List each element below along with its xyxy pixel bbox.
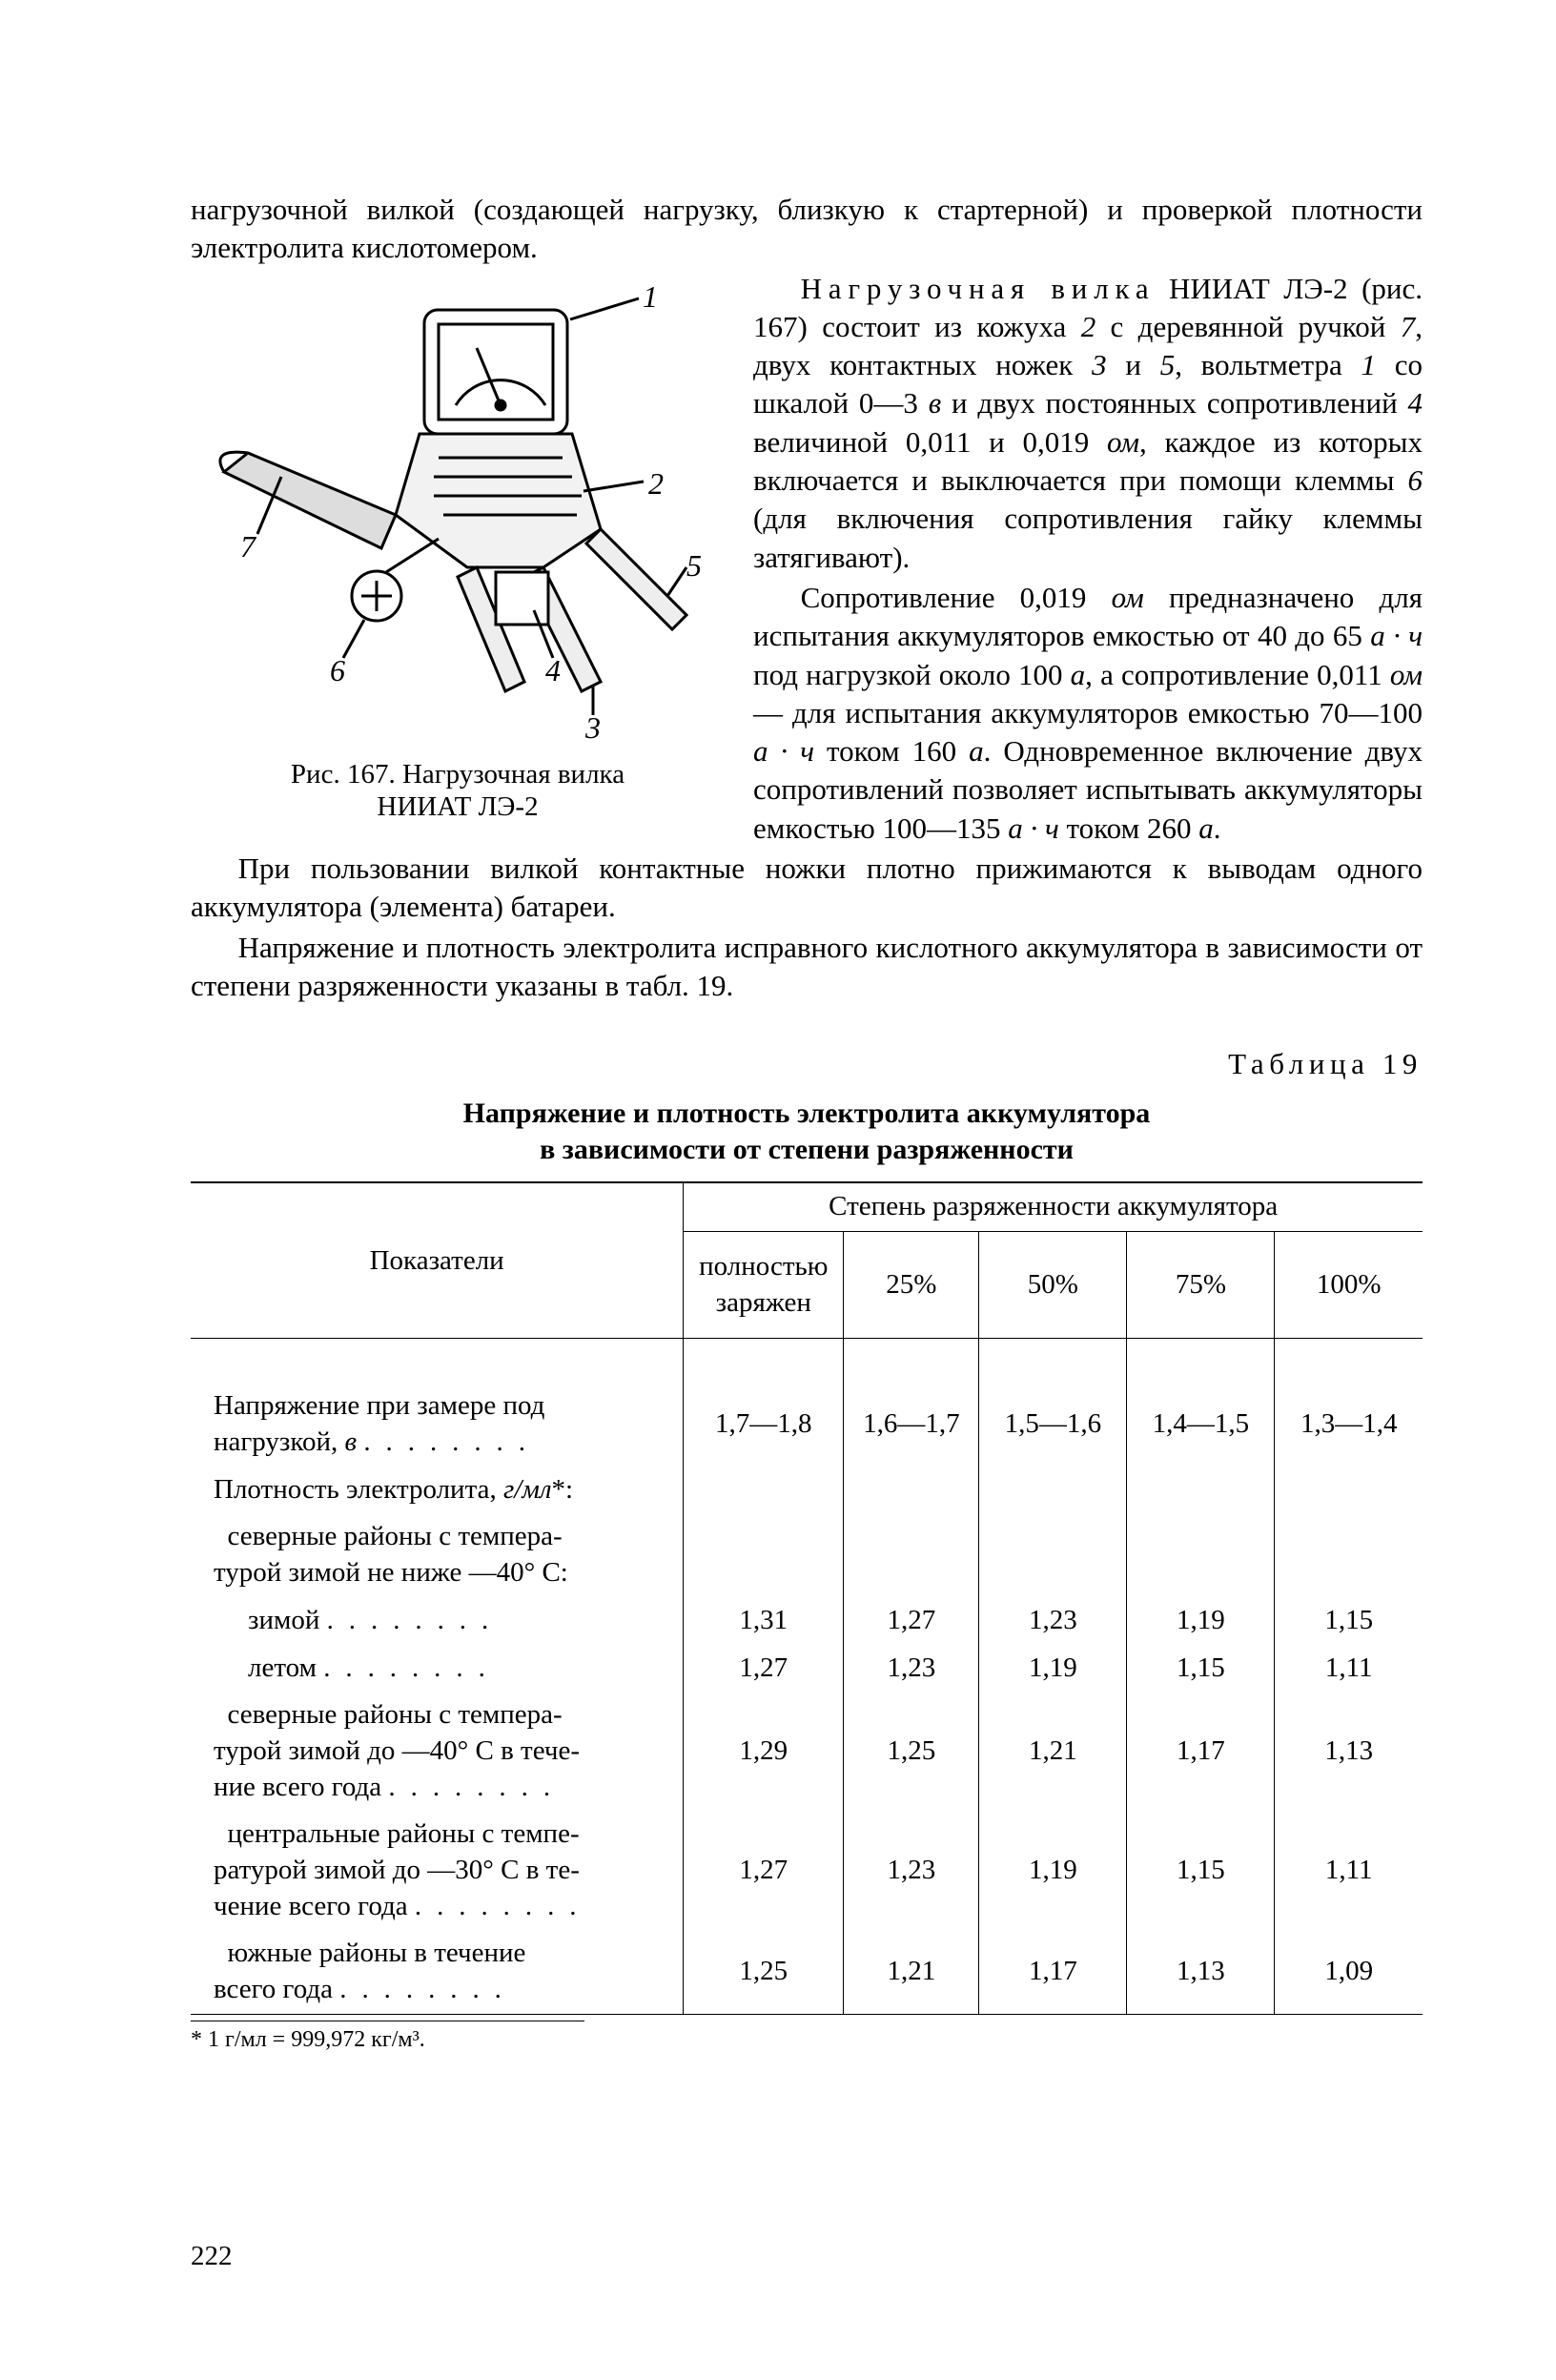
table-cell [979,1467,1127,1514]
table-cell: 1,27 [684,1811,844,1930]
table-cell: 1,23 [979,1597,1127,1645]
figure-callout-5: 5 [686,546,702,586]
table-row-label: центральные районы с темпе-ратурой зимой… [191,1811,684,1930]
page: нагрузочной вилкой (создающей нагрузку, … [0,0,1556,2380]
table-cell [684,1513,844,1596]
page-number: 222 [191,2239,233,2275]
table-row: летом 1,271,231,191,151,11 [191,1645,1423,1693]
table-cell: 1,21 [979,1692,1127,1811]
table-19-body: Напряжение при замере поднагрузкой, в 1,… [191,1339,1423,2014]
figure-callout-1: 1 [643,277,658,318]
table-cell: 1,27 [684,1645,844,1693]
table-cell: 1,23 [844,1811,979,1930]
table-cell: 1,5—1,6 [979,1383,1127,1466]
table-cell: 1,21 [844,1930,979,2014]
table-cell [844,1467,979,1514]
table-cell: 1,15 [1127,1645,1275,1693]
table-cell [844,1513,979,1596]
table-cell: 1,3—1,4 [1275,1383,1423,1466]
table-19-col-3: 75% [1127,1232,1275,1339]
table-cell: 1,17 [1127,1692,1275,1811]
table-cell: 1,27 [844,1597,979,1645]
table-cell: 1,25 [684,1930,844,2014]
table-row-label: зимой [191,1597,684,1645]
paragraph-5: Напряжение и плотность электролита испра… [191,929,1423,1006]
table-cell [979,1513,1127,1596]
table-cell: 1,25 [844,1692,979,1811]
figure-167-caption: Рис. 167. Нагрузочная вилка НИИАТ ЛЭ-2 [191,758,725,825]
table-row: южные районы в течениевсего года 1,251,2… [191,1930,1423,2014]
figure-167: 1 2 3 4 5 6 7 Рис. 167. Нагрузочная вилк… [191,281,725,825]
table-row: Плотность электролита, г/мл*: [191,1467,1423,1514]
table-row-label: Плотность электролита, г/мл*: [191,1467,684,1514]
table-row: северные районы с темпера-турой зимой не… [191,1513,1423,1596]
table-cell: 1,31 [684,1597,844,1645]
figure-callout-4: 4 [545,651,561,691]
table-cell [1275,1467,1423,1514]
table-cell [1127,1513,1275,1596]
table-cell: 1,13 [1127,1930,1275,2014]
table-19-header-group: Степень разряженности аккумулятора [684,1182,1423,1231]
figure-callout-3: 3 [585,708,601,749]
table-cell: 1,11 [1275,1645,1423,1693]
paragraph-4: При пользовании вилкой контактные ножки … [191,850,1423,927]
figure-callout-6: 6 [330,651,345,691]
p2-lead: Нагрузочная вилка [801,272,1156,305]
table-cell: 1,7—1,8 [684,1383,844,1466]
table-row: зимой 1,311,271,231,191,15 [191,1597,1423,1645]
table-cell: 1,15 [1127,1811,1275,1930]
table-cell [1127,1467,1275,1514]
paragraph-1: нагрузочной вилкой (создающей нагрузку, … [191,191,1423,268]
figure-167-image: 1 2 3 4 5 6 7 [191,281,725,749]
table-19-header-left: Показатели [191,1182,684,1339]
figure-callout-7: 7 [240,527,256,567]
table-row: Напряжение при замере поднагрузкой, в 1,… [191,1383,1423,1466]
table-row: северные районы с темпера-турой зимой до… [191,1692,1423,1811]
table-cell: 1,19 [979,1811,1127,1930]
table-19: Показатели Степень разряженности аккумул… [191,1181,1423,2014]
figure-caption-line-1: Рис. 167. Нагрузочная вилка [291,759,624,790]
table-cell: 1,11 [1275,1811,1423,1930]
table-row-label: северные районы с темпера-турой зимой не… [191,1513,684,1596]
table-cell: 1,09 [1275,1930,1423,2014]
table-19-col-2: 50% [979,1232,1127,1339]
table-19-title: Напряжение и плотность электролита аккум… [191,1096,1423,1169]
table-cell: 1,15 [1275,1597,1423,1645]
figure-callout-2: 2 [648,464,664,504]
table-row-label: северные районы с темпера-турой зимой до… [191,1692,684,1811]
table-cell [684,1467,844,1514]
table-cell: 1,17 [979,1930,1127,2014]
table-cell: 1,19 [979,1645,1127,1693]
table-row-label: Напряжение при замере поднагрузкой, в [191,1383,684,1466]
table-cell: 1,6—1,7 [844,1383,979,1466]
table-row-label: летом [191,1645,684,1693]
table-row-label: южные районы в течениевсего года [191,1930,684,2014]
table-19-col-0: полностью заряжен [684,1232,844,1339]
table-19-col-1: 25% [844,1232,979,1339]
table-cell: 1,19 [1127,1597,1275,1645]
table-19-col-4: 100% [1275,1232,1423,1339]
table-19-footnote: * 1 г/мл = 999,972 кг/м³. [191,2021,584,2055]
table-row: центральные районы с темпе-ратурой зимой… [191,1811,1423,1930]
figure-caption-line-2: НИИАТ ЛЭ-2 [377,791,538,822]
table-cell: 1,23 [844,1645,979,1693]
table-cell: 1,13 [1275,1692,1423,1811]
table-cell: 1,29 [684,1692,844,1811]
table-19-label: Таблица 19 [191,1045,1423,1083]
table-cell [1275,1513,1423,1596]
table-cell: 1,4—1,5 [1127,1383,1275,1466]
